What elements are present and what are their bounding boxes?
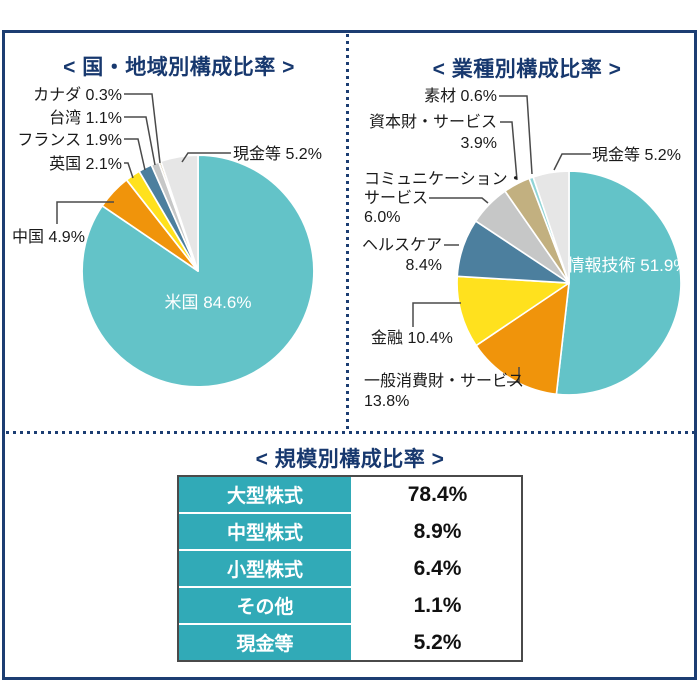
vertical-dotted-divider: [346, 34, 349, 430]
label-cash-right: 現金等 5.2%: [592, 147, 681, 164]
label-usa: 米国 84.6%: [143, 293, 273, 313]
pie-slice-現金等: [532, 170, 570, 284]
sector-chart-title: < 業種別構成比率 >: [432, 58, 622, 81]
label-china: 中国 4.9%: [12, 229, 85, 246]
table-row-value: 5.2%: [413, 630, 462, 654]
table-row-label: 中型株式: [179, 514, 351, 549]
label-it-name: 情報技術: [567, 256, 636, 275]
country-chart-title: < 国・地域別構成比率 >: [63, 56, 295, 79]
size-table-title: < 規模別構成比率 >: [255, 448, 445, 471]
label-cash-left: 現金等 5.2%: [233, 146, 322, 163]
pie-slice-情報技術: [555, 170, 682, 396]
label-capital-goods-name: 資本財・サービス: [368, 114, 497, 131]
table-row-value: 78.4%: [407, 482, 468, 506]
label-consumer-name: 一般消費財・サービス: [364, 373, 525, 390]
label-consumer-value: 13.8%: [364, 393, 410, 410]
table-row-label: 現金等: [179, 625, 351, 660]
table-row: 現金等 5.2%: [179, 625, 521, 660]
label-uk: 英国 2.1%: [49, 156, 122, 173]
size-table: 大型株式 78.4% 中型株式 8.9% 小型株式 6.4% その他 1.1% …: [177, 475, 523, 662]
label-healthcare-name: ヘルスケア: [361, 237, 442, 254]
label-healthcare-value: 8.4%: [405, 257, 442, 274]
label-communication: コミュニケーション・ サービス 6.0%: [364, 170, 524, 227]
table-row-value: 6.4%: [413, 556, 462, 580]
table-row-label: 大型株式: [179, 477, 351, 512]
label-consumer: 一般消費財・サービス 13.8%: [364, 372, 524, 412]
pie-slice-金融: [456, 275, 570, 347]
label-canada: カナダ 0.3%: [33, 87, 122, 104]
table-row-label: 小型株式: [179, 551, 351, 586]
horizontal-dotted-divider: [6, 431, 694, 434]
table-row: 大型株式 78.4%: [179, 477, 521, 512]
label-capital-goods-value: 3.9%: [460, 135, 497, 152]
label-materials: 素材 0.6%: [424, 88, 497, 105]
label-healthcare: ヘルスケア 8.4%: [350, 236, 442, 276]
label-france: フランス 1.9%: [17, 132, 122, 149]
label-financials: 金融 10.4%: [371, 330, 453, 347]
label-it-value: 51.9%: [640, 256, 689, 275]
table-row-value: 1.1%: [413, 593, 462, 617]
label-communication-name1: コミュニケーション・: [364, 171, 524, 188]
table-row: その他 1.1%: [179, 588, 521, 623]
label-usa-value: 84.6%: [203, 293, 252, 312]
table-row: 中型株式 8.9%: [179, 514, 521, 549]
table-row-value: 8.9%: [413, 519, 462, 543]
table-row-label: その他: [179, 588, 351, 623]
table-row: 小型株式 6.4%: [179, 551, 521, 586]
label-usa-name: 米国: [164, 293, 199, 312]
sector-pie-chart: [456, 170, 682, 396]
label-taiwan: 台湾 1.1%: [49, 110, 122, 127]
country-pie-chart: [81, 154, 315, 388]
label-communication-name2: サービス: [364, 190, 429, 207]
label-capital-goods: 資本財・サービス 3.9%: [340, 112, 497, 154]
label-it: 情報技術 51.9%: [563, 256, 693, 276]
label-communication-value: 6.0%: [364, 209, 401, 226]
